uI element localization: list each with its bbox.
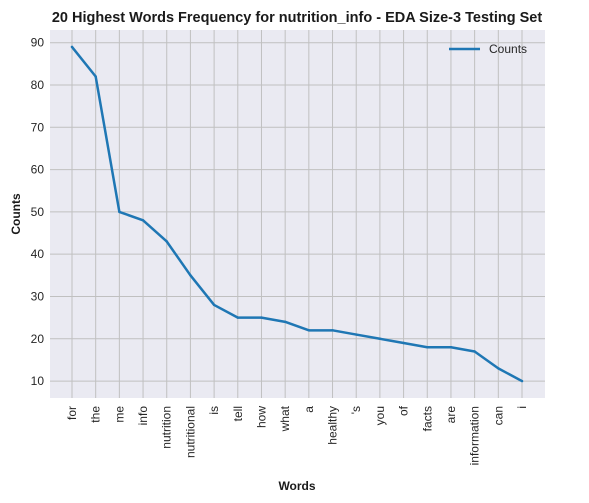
x-tick-label: nutritional — [183, 406, 197, 458]
data-point — [189, 274, 191, 276]
x-tick-label: for — [65, 406, 79, 420]
data-point — [379, 338, 381, 340]
data-point — [142, 219, 144, 221]
x-tick-label: healthy — [326, 406, 340, 445]
data-point — [284, 321, 286, 323]
y-axis-ticks: 10 20 30 40 50 60 70 80 90 — [31, 36, 45, 388]
data-point — [402, 342, 404, 344]
data-point — [473, 350, 475, 352]
x-tick-label: tell — [231, 406, 245, 421]
x-tick-label: the — [89, 406, 103, 423]
y-tick-label: 40 — [31, 247, 45, 261]
data-point — [213, 304, 215, 306]
x-tick-label: nutrition — [160, 406, 174, 449]
data-point — [118, 211, 120, 213]
y-axis-label: Counts — [9, 193, 23, 235]
x-tick-label: i — [515, 406, 529, 409]
x-tick-label: can — [491, 406, 505, 425]
data-point — [71, 46, 73, 48]
x-tick-label: info — [136, 406, 150, 426]
x-tick-label: of — [397, 405, 411, 416]
x-tick-label: are — [444, 406, 458, 424]
x-tick-label: is — [207, 406, 221, 415]
y-tick-label: 30 — [31, 289, 45, 303]
data-point — [355, 333, 357, 335]
y-tick-label: 50 — [31, 205, 45, 219]
data-point — [521, 380, 523, 382]
y-tick-label: 60 — [31, 163, 45, 177]
x-tick-label: information — [468, 406, 482, 465]
y-tick-label: 80 — [31, 78, 45, 92]
data-point — [166, 240, 168, 242]
x-axis-label: Words — [278, 479, 315, 493]
y-tick-label: 10 — [31, 374, 45, 388]
x-tick-label: you — [373, 406, 387, 425]
x-tick-label: me — [112, 406, 126, 423]
x-tick-label: how — [254, 406, 268, 428]
data-point — [94, 75, 96, 77]
x-tick-label: facts — [420, 406, 434, 431]
x-axis-ticks: for the me info nutrition nutritional is tell ho… — [65, 405, 529, 465]
data-point — [426, 346, 428, 348]
data-point — [260, 316, 262, 318]
y-tick-label: 70 — [31, 120, 45, 134]
y-tick-label: 90 — [31, 36, 45, 50]
x-tick-label: 's — [349, 406, 363, 414]
legend-label-counts: Counts — [489, 42, 527, 56]
data-point — [331, 329, 333, 331]
y-tick-label: 20 — [31, 332, 45, 346]
data-point — [450, 346, 452, 348]
chart-title: 20 Highest Words Frequency for nutrition… — [52, 10, 543, 26]
x-tick-label: what — [278, 405, 292, 432]
x-tick-label: a — [302, 406, 316, 413]
data-point — [237, 316, 239, 318]
data-point — [308, 329, 310, 331]
data-point — [497, 367, 499, 369]
